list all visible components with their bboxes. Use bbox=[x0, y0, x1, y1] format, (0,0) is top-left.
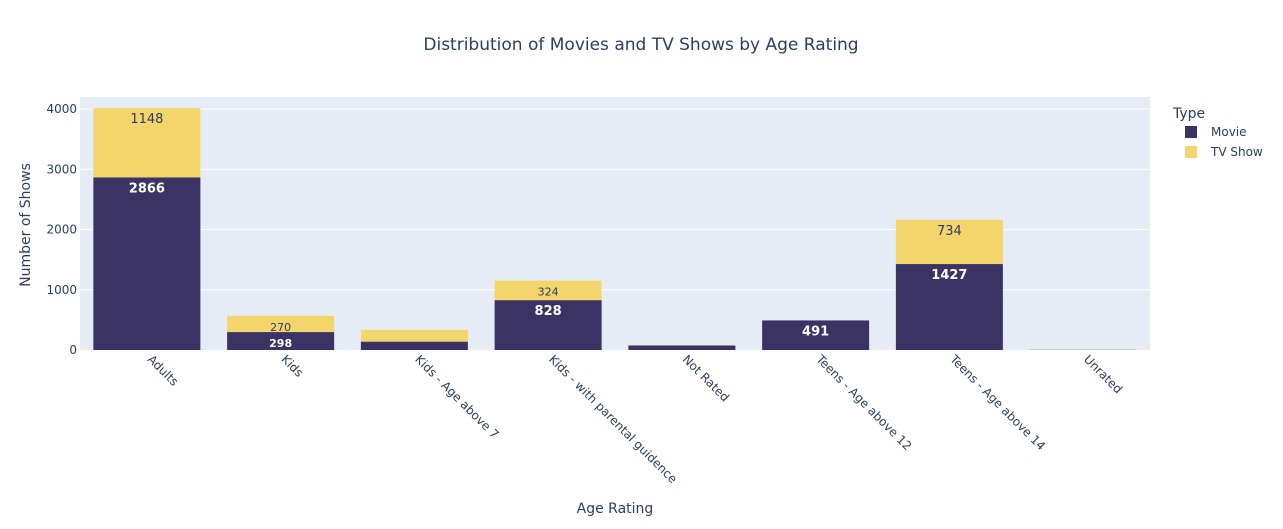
legend-label: Movie bbox=[1211, 125, 1247, 139]
x-axis-label: Age Rating bbox=[577, 501, 654, 517]
x-tick-label: Adults bbox=[145, 352, 181, 388]
bar-value-label: 1427 bbox=[931, 268, 967, 283]
bar-movie[interactable] bbox=[361, 342, 468, 350]
legend-item[interactable]: Movie bbox=[1185, 125, 1247, 139]
x-tick-label: Kids - Age above 7 bbox=[412, 352, 501, 441]
y-tick-label: 1000 bbox=[46, 283, 77, 297]
bar-value-label: 828 bbox=[535, 304, 562, 319]
bar-value-label: 298 bbox=[269, 337, 292, 350]
x-tick-label: Unrated bbox=[1081, 352, 1125, 396]
x-axis-ticks: Adults Kids Kids - Age above 7 Kids - with … bbox=[145, 352, 1125, 487]
bar-value-label: 324 bbox=[538, 286, 559, 299]
x-tick-label: Kids bbox=[279, 352, 307, 380]
bar-value-label: 2866 bbox=[129, 181, 165, 196]
bar-movie[interactable] bbox=[93, 177, 200, 350]
legend-swatch bbox=[1185, 126, 1197, 138]
bar-value-label: 270 bbox=[270, 321, 291, 334]
bar-tv-show[interactable] bbox=[361, 330, 468, 342]
x-tick-label: Not Rated bbox=[680, 352, 732, 404]
y-axis-label: Number of Shows bbox=[18, 163, 34, 287]
chart-title: Distribution of Movies and TV Shows by A… bbox=[423, 35, 858, 55]
bar-movie[interactable] bbox=[628, 345, 735, 350]
legend-items: Movie TV Show bbox=[1185, 125, 1263, 159]
x-tick-label: Teens - Age above 12 bbox=[813, 352, 915, 454]
x-tick-label: Teens - Age above 14 bbox=[947, 352, 1049, 454]
legend-label: TV Show bbox=[1210, 145, 1263, 159]
legend[interactable]: Type Movie TV Show bbox=[1172, 106, 1263, 159]
x-tick-label: Kids - with parental guidence bbox=[546, 352, 680, 486]
legend-item[interactable]: TV Show bbox=[1185, 145, 1263, 159]
y-tick-label: 3000 bbox=[46, 162, 77, 176]
y-tick-label: 0 bbox=[69, 343, 77, 357]
legend-title: Type bbox=[1172, 106, 1205, 122]
bar-value-label: 491 bbox=[802, 324, 829, 339]
y-tick-label: 2000 bbox=[46, 223, 77, 237]
y-tick-label: 4000 bbox=[46, 102, 77, 116]
bar-value-label: 1148 bbox=[130, 112, 163, 127]
y-axis-ticks: 0 1000 2000 3000 4000 bbox=[46, 102, 77, 357]
legend-swatch bbox=[1185, 146, 1197, 158]
bar-value-label: 734 bbox=[937, 224, 962, 239]
